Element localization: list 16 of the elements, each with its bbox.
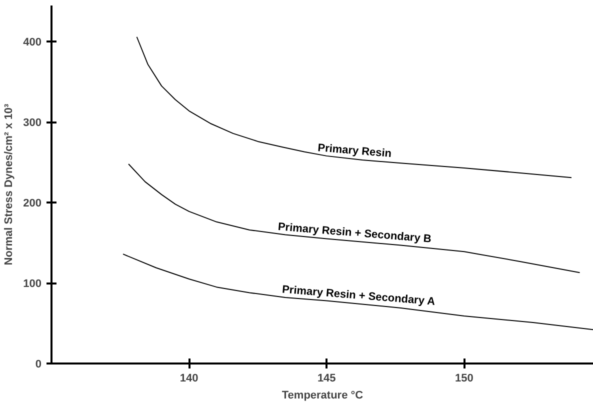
x-tick-label: 145: [317, 372, 336, 384]
series-label: Primary Resin + Secondary B: [278, 221, 432, 246]
y-tick-label: 100: [23, 278, 42, 290]
y-tick-label: 200: [23, 198, 42, 210]
series-label: Primary Resin: [317, 142, 392, 160]
y-tick-label: 400: [23, 36, 42, 49]
x-tick-label: 140: [180, 372, 198, 384]
line-series: [136, 36, 572, 178]
y-tick-label: 300: [23, 117, 42, 130]
line-series: [128, 163, 580, 274]
series-label: Primary Resin + Secondary A: [282, 284, 436, 308]
y-axis-title: Normal Stress Dynes/cm² x 10³: [3, 103, 16, 266]
x-axis-title: Temperature °C: [282, 390, 364, 402]
y-tick-label: 0: [35, 358, 42, 370]
x-tick-label: 150: [455, 372, 474, 384]
line-series: [122, 254, 593, 330]
